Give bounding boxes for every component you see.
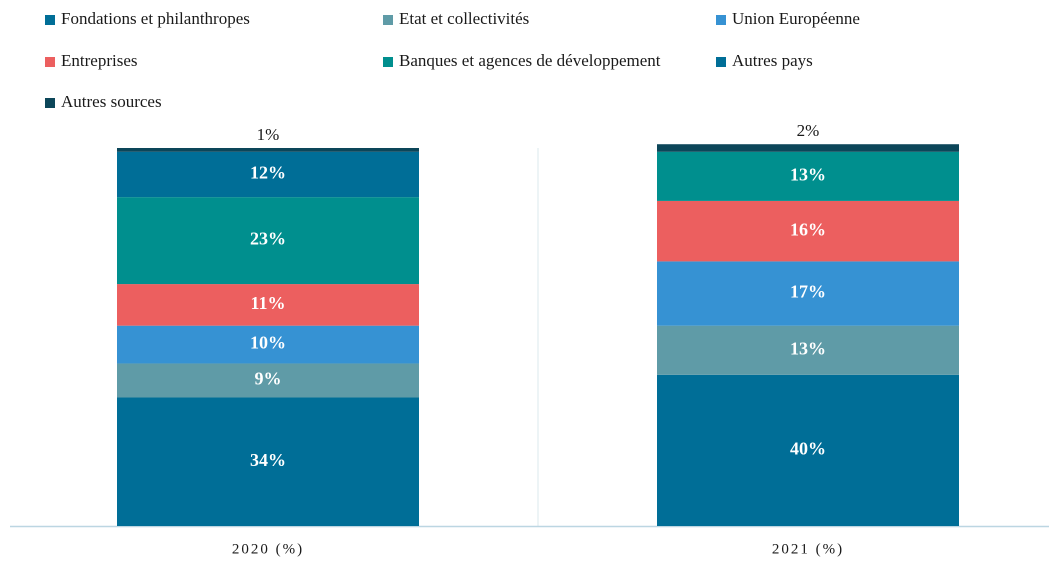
legend-label: Fondations et philanthropes bbox=[61, 9, 250, 28]
legend-label: Autres sources bbox=[61, 92, 162, 111]
data-label: 23% bbox=[250, 229, 286, 249]
bar-segment bbox=[117, 363, 419, 398]
data-label: 12% bbox=[250, 163, 286, 183]
bar-segment bbox=[657, 325, 959, 375]
legend-label: Entreprises bbox=[61, 51, 137, 70]
data-label: 17% bbox=[790, 282, 826, 302]
legend-label: Banques et agences de développement bbox=[399, 51, 661, 70]
legend-label: Etat et collectivités bbox=[399, 9, 529, 28]
data-label: 1% bbox=[257, 125, 280, 144]
data-label: 40% bbox=[790, 439, 826, 459]
data-label: 13% bbox=[790, 164, 826, 184]
bar-segment bbox=[657, 200, 959, 262]
legend-swatch bbox=[45, 15, 55, 25]
data-label: 11% bbox=[250, 293, 285, 313]
legend-label: Union Européenne bbox=[732, 9, 860, 28]
data-label: 10% bbox=[250, 333, 286, 353]
data-label: 34% bbox=[250, 450, 286, 470]
bar-segment bbox=[657, 261, 959, 326]
bar-segment bbox=[657, 374, 959, 526]
bar-segment bbox=[117, 284, 419, 326]
bar-segment bbox=[117, 325, 419, 364]
bar-segment bbox=[657, 151, 959, 201]
data-label: 2% bbox=[797, 121, 820, 140]
x-tick-label: 2020 (%) bbox=[232, 541, 304, 557]
bar-segment bbox=[117, 151, 419, 198]
data-label: 16% bbox=[790, 219, 826, 239]
legend-swatch bbox=[383, 15, 393, 25]
bar-segment bbox=[117, 197, 419, 285]
legend-swatch bbox=[45, 57, 55, 67]
bar-segment bbox=[657, 144, 959, 152]
x-tick-label: 2021 (%) bbox=[772, 541, 844, 557]
bar-segment bbox=[117, 397, 419, 526]
legend-swatch bbox=[45, 98, 55, 108]
data-label: 13% bbox=[790, 338, 826, 358]
legend-swatch bbox=[716, 57, 726, 67]
bar-segment bbox=[117, 148, 419, 152]
legend-swatch bbox=[383, 57, 393, 67]
data-label: 9% bbox=[255, 369, 282, 389]
legend-swatch bbox=[716, 15, 726, 25]
legend-label: Autres pays bbox=[732, 51, 813, 70]
